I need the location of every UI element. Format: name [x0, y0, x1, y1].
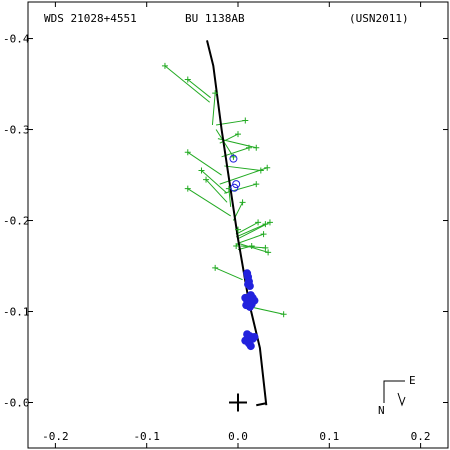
- compass-rose: E N: [378, 374, 416, 417]
- micrometer-measure-point: [184, 185, 191, 192]
- speckle-measure-point: [246, 342, 255, 351]
- y-tick-label: -0.3: [3, 124, 30, 137]
- micrometer-measure-point: [264, 164, 271, 171]
- micrometer-measure-point: [280, 311, 287, 318]
- residual-line: [224, 183, 257, 194]
- residual-line: [217, 138, 257, 149]
- open-circle-measure-point: [232, 180, 241, 189]
- micrometer-measure-point: [212, 90, 219, 97]
- residual-line: [237, 233, 264, 244]
- micrometer-measure-point: [260, 231, 267, 238]
- micrometer-measure-point: [265, 249, 272, 256]
- x-tick-label: 0.0: [228, 430, 248, 443]
- residual-line: [237, 221, 271, 240]
- measure-marks: [161, 62, 287, 351]
- micrometer-measure-point: [242, 117, 249, 124]
- micrometer-measure-point: [245, 144, 252, 151]
- compass-east-label: E: [409, 374, 416, 387]
- speckle-measure-point: [243, 330, 252, 339]
- y-tick-label: -0.2: [3, 215, 30, 228]
- residual-line: [215, 129, 234, 158]
- micrometer-measure-point: [253, 181, 260, 188]
- micrometer-measure-point: [255, 219, 262, 226]
- residual-line: [201, 170, 228, 194]
- micrometer-measure-point: [233, 243, 240, 250]
- residual-line: [164, 65, 211, 103]
- micrometer-measure-point: [161, 62, 168, 69]
- micrometer-measure-point: [198, 167, 205, 174]
- residual-line: [235, 221, 259, 235]
- speckle-measure-point: [244, 280, 253, 289]
- orbit-curve: [206, 40, 268, 406]
- x-tick-label: -0.2: [42, 430, 69, 443]
- micrometer-measure-point: [203, 176, 210, 183]
- y-tick-label: -0.4: [3, 33, 30, 46]
- header-reference: (USN2011): [349, 12, 409, 25]
- residual-line: [187, 188, 231, 217]
- header-wds-id: WDS 21028+4551: [44, 12, 137, 25]
- micrometer-measure-point: [262, 221, 269, 228]
- residual-line: [250, 306, 284, 315]
- x-tick-label: 0.1: [319, 430, 339, 443]
- compass-north-label: N: [378, 404, 385, 417]
- residual-line: [211, 93, 216, 126]
- residual-line: [187, 151, 222, 176]
- orbit-ellipse: [206, 40, 268, 407]
- micrometer-measure-point: [262, 244, 269, 251]
- x-tick-label: 0.2: [411, 430, 431, 443]
- residual-line: [205, 179, 228, 203]
- speckle-measure-point: [250, 332, 259, 341]
- residual-line: [187, 79, 211, 99]
- x-tick-label: -0.1: [133, 430, 160, 443]
- residual-line: [235, 223, 266, 238]
- micrometer-measure-point: [257, 167, 264, 174]
- y-tick-label: -0.0: [3, 397, 30, 410]
- micrometer-measure-point: [266, 219, 273, 226]
- residual-line: [214, 267, 243, 281]
- residual-lines: [164, 65, 284, 315]
- micrometer-measure-point: [248, 243, 255, 250]
- line-of-nodes: [256, 402, 266, 407]
- micrometer-measure-point: [184, 149, 191, 156]
- micrometer-measure-point: [235, 226, 241, 233]
- residual-line: [237, 242, 269, 253]
- micrometer-measure-point: [184, 76, 191, 83]
- micrometer-measure-point: [239, 199, 246, 206]
- speckle-measure-point: [242, 301, 251, 310]
- open-circle-measure-point: [230, 183, 239, 192]
- y-tick-label: -0.1: [3, 306, 30, 319]
- micrometer-measure-point: [235, 131, 241, 138]
- micrometer-measure-point: [212, 264, 219, 271]
- header-pair-name: BU 1138AB: [185, 12, 245, 25]
- micrometer-measure-point: [253, 144, 260, 151]
- open-circle-measure-point: [229, 154, 238, 163]
- direction-arrow-icon: [397, 392, 406, 407]
- compass-arms: [383, 380, 405, 403]
- residual-line: [240, 245, 266, 249]
- speckle-measure-point: [248, 293, 257, 302]
- plot-axes: -0.2 -0.1 0.0 0.1 0.2 -0.4 -0.3 -0.2 -0.1 -0.0: [3, 1, 449, 449]
- residual-line: [224, 165, 261, 171]
